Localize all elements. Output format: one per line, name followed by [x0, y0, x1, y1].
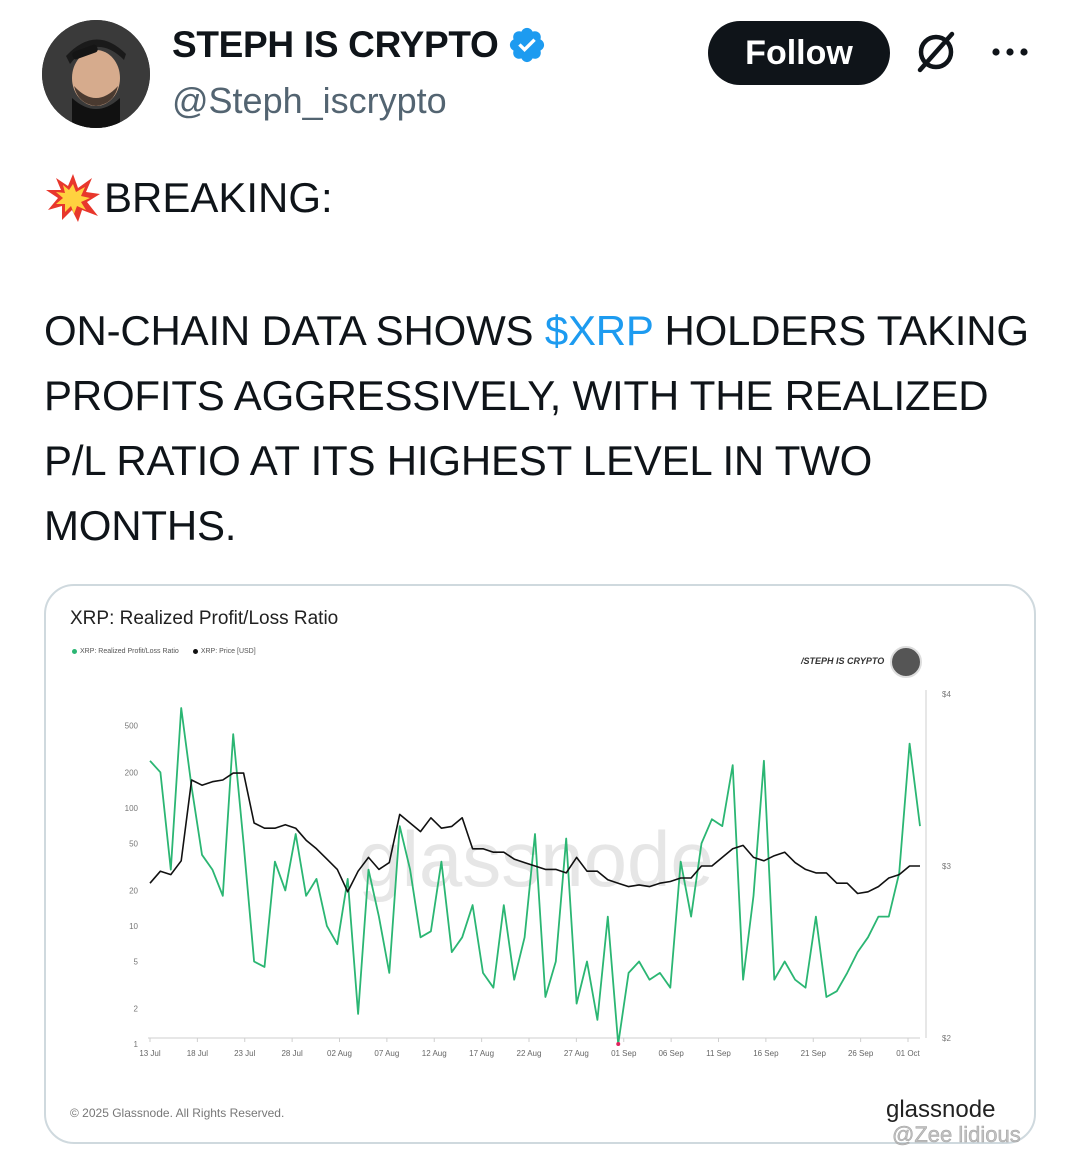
- author-avatar[interactable]: [42, 20, 150, 128]
- series-line-realized-pl-ratio: [149, 707, 921, 1045]
- more-icon[interactable]: [990, 40, 1030, 64]
- cashtag-link[interactable]: $XRP: [544, 307, 653, 354]
- series-line-xrp-price: [149, 772, 920, 895]
- y-right-tick-label: $3: [942, 862, 951, 871]
- x-tick-label: 18 Jul: [187, 1049, 209, 1058]
- y-left-tick-label: 50: [129, 839, 138, 848]
- legend-label-price: XRP: Price [USD]: [200, 648, 256, 655]
- x-tick-label: 17 Aug: [469, 1049, 494, 1058]
- glassnode-logo: glassnode: [886, 1096, 996, 1123]
- y-left-tick-label: 500: [125, 721, 139, 730]
- x-tick-label: 26 Sep: [848, 1049, 874, 1058]
- x-tick-label: 01 Sep: [611, 1049, 637, 1058]
- legend-label-ratio: XRP: Realized Profit/Loss Ratio: [80, 648, 179, 655]
- chart-creator-avatar: [890, 646, 922, 678]
- breaking-label: BREAKING:: [104, 174, 333, 221]
- post-text-before: ON-CHAIN DATA SHOWS: [44, 307, 545, 354]
- legend-item-ratio: XRP: Realized Profit/Loss Ratio: [72, 648, 179, 655]
- chart-image-card[interactable]: XRP: Realized Profit/Loss Ratio XRP: Rea…: [44, 584, 1036, 1144]
- x-tick-label: 13 Jul: [139, 1049, 161, 1058]
- grok-icon[interactable]: [912, 28, 960, 76]
- x-tick-label: 11 Sep: [706, 1049, 731, 1058]
- collision-emoji-icon: [46, 174, 100, 222]
- x-tick-label: 07 Aug: [374, 1049, 399, 1058]
- share-watermark: @Zee lidious: [892, 1122, 1021, 1148]
- x-tick-label: 27 Aug: [564, 1049, 589, 1058]
- author-handle[interactable]: @Steph_iscrypto: [172, 80, 447, 121]
- chart-copyright: © 2025 Glassnode. All Rights Reserved.: [70, 1106, 285, 1120]
- verified-badge-icon: [509, 27, 544, 63]
- author-name-text[interactable]: STEPH IS CRYPTO: [172, 24, 499, 65]
- x-tick-label: 22 Aug: [517, 1049, 542, 1058]
- post-text-after: HOLDERS TAKING PROFITS AGGRESSIVELY, WIT…: [44, 307, 1029, 549]
- x-tick-label: 21 Sep: [801, 1049, 827, 1058]
- y-left-tick-label: 1: [134, 1040, 139, 1049]
- x-tick-label: 28 Jul: [281, 1049, 303, 1058]
- y-left-tick-label: 100: [125, 804, 139, 813]
- follow-button[interactable]: Follow: [708, 21, 890, 85]
- y-right-tick-label: $2: [942, 1034, 951, 1043]
- author-name[interactable]: STEPH IS CRYPTO: [172, 24, 547, 66]
- x-tick-label: 06 Sep: [658, 1049, 684, 1058]
- y-left-tick-label: 5: [134, 957, 139, 966]
- y-left-tick-label: 10: [129, 922, 138, 931]
- post-body: ON-CHAIN DATA SHOWS $XRP HOLDERS TAKING …: [44, 298, 1044, 558]
- chart-creator-watermark: /STEPH IS CRYPTO: [801, 656, 885, 666]
- chart-legend: XRP: Realized Profit/Loss Ratio XRP: Pri…: [72, 648, 256, 655]
- x-tick-label: 01 Oct: [896, 1049, 920, 1058]
- x-tick-label: 16 Sep: [753, 1049, 779, 1058]
- breaking-line: BREAKING:: [44, 172, 333, 224]
- x-tick-label: 23 Jul: [234, 1049, 256, 1058]
- chart-title: XRP: Realized Profit/Loss Ratio: [70, 608, 339, 629]
- x-tick-label: 02 Aug: [327, 1049, 352, 1058]
- y-left-tick-label: 20: [129, 886, 138, 895]
- legend-item-price: XRP: Price [USD]: [192, 648, 256, 655]
- y-left-tick-label: 200: [125, 768, 139, 777]
- x-tick-label: 12 Aug: [422, 1049, 447, 1058]
- series-min-marker: [616, 1042, 621, 1046]
- y-left-tick-label: 2: [134, 1004, 139, 1013]
- y-right-tick-label: $4: [942, 690, 951, 699]
